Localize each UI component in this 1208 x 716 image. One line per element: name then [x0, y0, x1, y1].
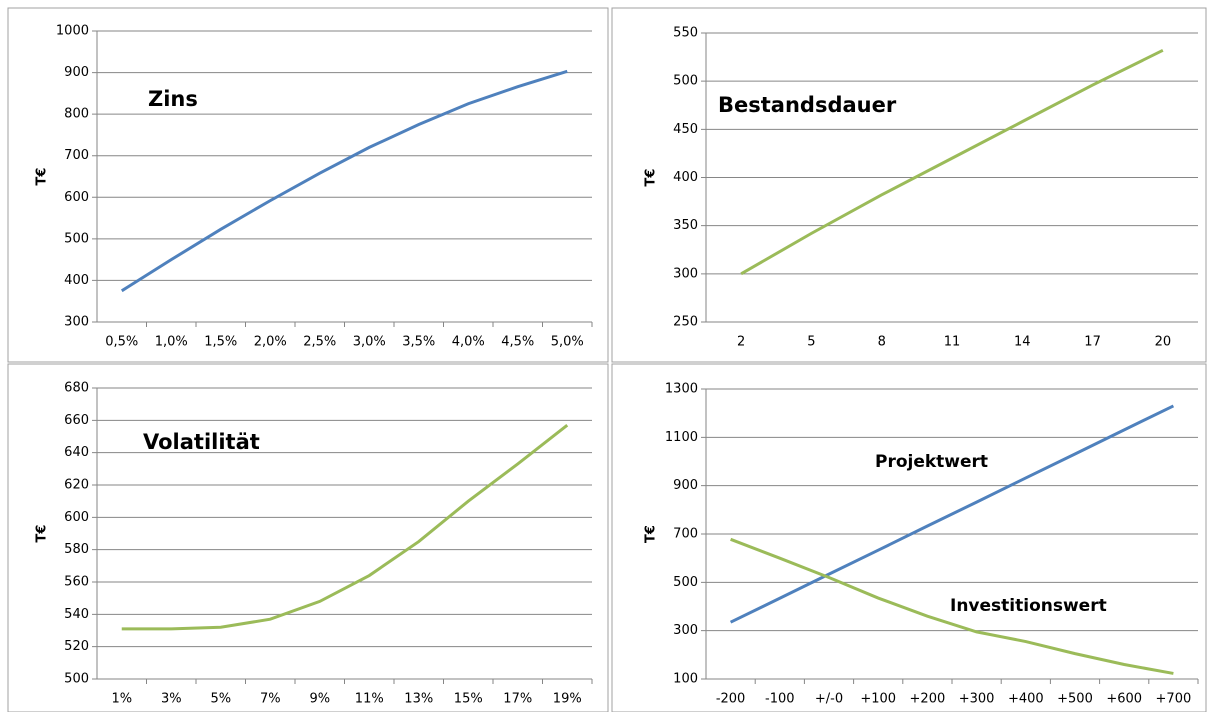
- panel: [7, 363, 609, 713]
- x-tick-label: 17: [1084, 335, 1101, 350]
- line-series: [121, 424, 569, 631]
- x-tick-label: 2,0%: [254, 335, 287, 350]
- y-tick-label: 300: [64, 315, 89, 330]
- x-tick-label: 14: [1014, 335, 1031, 350]
- x-tick-label: 11%: [355, 692, 384, 707]
- y-axis-label: T€: [35, 525, 50, 543]
- x-tick-label: 19%: [553, 692, 582, 707]
- x-tick-label: 4,0%: [452, 335, 485, 350]
- x-tick-label: 1,5%: [204, 335, 237, 350]
- y-tick-label: 680: [64, 381, 89, 396]
- line-series: [730, 537, 1174, 675]
- x-tick-label: 5: [807, 335, 815, 350]
- series-label: Investitionswert: [950, 596, 1107, 616]
- x-tick-label: 17%: [503, 692, 532, 707]
- y-tick-label: 400: [673, 170, 698, 185]
- series-label: Projektwert: [875, 452, 988, 472]
- x-tick-label: +400: [1008, 692, 1044, 707]
- chart-title: Volatilität: [143, 430, 260, 454]
- y-tick-label: 300: [673, 266, 698, 281]
- x-tick-label: 2,5%: [303, 335, 336, 350]
- y-axis-label: T€: [644, 525, 659, 543]
- y-tick-label: 640: [64, 445, 89, 460]
- panel: [611, 363, 1207, 713]
- line-series: [740, 48, 1164, 276]
- x-tick-label: 7%: [260, 692, 281, 707]
- y-tick-label: 580: [64, 542, 89, 557]
- y-tick-label: 1000: [56, 24, 89, 39]
- y-tick-label: 450: [673, 122, 698, 137]
- y-tick-label: 350: [673, 218, 698, 233]
- x-tick-label: +700: [1156, 692, 1192, 707]
- x-tick-label: 5,0%: [551, 335, 584, 350]
- y-axis-label: T€: [644, 169, 659, 187]
- y-axis-label: T€: [35, 168, 50, 186]
- chart-title: Bestandsdauer: [718, 93, 897, 117]
- x-tick-label: 13%: [404, 692, 433, 707]
- y-tick-label: 800: [64, 107, 89, 122]
- x-tick-label: 11: [944, 335, 961, 350]
- chart-title: Zins: [148, 87, 198, 111]
- x-tick-label: 20: [1155, 335, 1172, 350]
- x-tick-label: 5%: [210, 692, 231, 707]
- y-tick-label: 900: [673, 478, 698, 493]
- y-tick-label: 500: [673, 74, 698, 89]
- x-tick-label: +300: [959, 692, 995, 707]
- x-tick-label: 8: [878, 335, 886, 350]
- y-tick-label: 500: [64, 231, 89, 246]
- x-tick-label: 9%: [309, 692, 330, 707]
- x-tick-label: +600: [1106, 692, 1142, 707]
- x-tick-label: +500: [1057, 692, 1093, 707]
- x-tick-label: 1%: [111, 692, 132, 707]
- x-tick-label: -100: [765, 692, 795, 707]
- x-tick-label: 0,5%: [105, 335, 138, 350]
- y-tick-label: 700: [64, 148, 89, 163]
- x-tick-label: 15%: [454, 692, 483, 707]
- y-tick-label: 700: [673, 527, 698, 542]
- y-tick-label: 1300: [665, 382, 698, 397]
- x-tick-label: 4,5%: [501, 335, 534, 350]
- y-tick-label: 550: [673, 26, 698, 41]
- y-tick-label: 400: [64, 273, 89, 288]
- y-tick-label: 900: [64, 65, 89, 80]
- x-tick-label: +200: [910, 692, 946, 707]
- y-tick-label: 540: [64, 607, 89, 622]
- y-tick-label: 600: [64, 510, 89, 525]
- y-tick-label: 500: [673, 575, 698, 590]
- x-tick-label: 3,0%: [353, 335, 386, 350]
- x-tick-label: 3%: [161, 692, 182, 707]
- y-tick-label: 620: [64, 478, 89, 493]
- x-tick-label: 2: [737, 335, 745, 350]
- x-tick-label: +100: [860, 692, 896, 707]
- y-tick-label: 100: [673, 672, 698, 687]
- line-series: [120, 69, 568, 293]
- y-tick-label: 1100: [665, 430, 698, 445]
- y-tick-label: 600: [64, 190, 89, 205]
- line-series: [729, 404, 1175, 624]
- y-tick-label: 250: [673, 315, 698, 330]
- y-tick-label: 300: [673, 623, 698, 638]
- y-tick-label: 520: [64, 639, 89, 654]
- x-tick-label: 1,0%: [155, 335, 188, 350]
- y-tick-label: 560: [64, 575, 89, 590]
- x-tick-label: +/-0: [815, 692, 843, 707]
- x-tick-label: -200: [716, 692, 746, 707]
- y-tick-label: 500: [64, 672, 89, 687]
- panel: [7, 7, 609, 363]
- panel: [611, 7, 1207, 363]
- x-tick-label: 3,5%: [402, 335, 435, 350]
- y-tick-label: 660: [64, 413, 89, 428]
